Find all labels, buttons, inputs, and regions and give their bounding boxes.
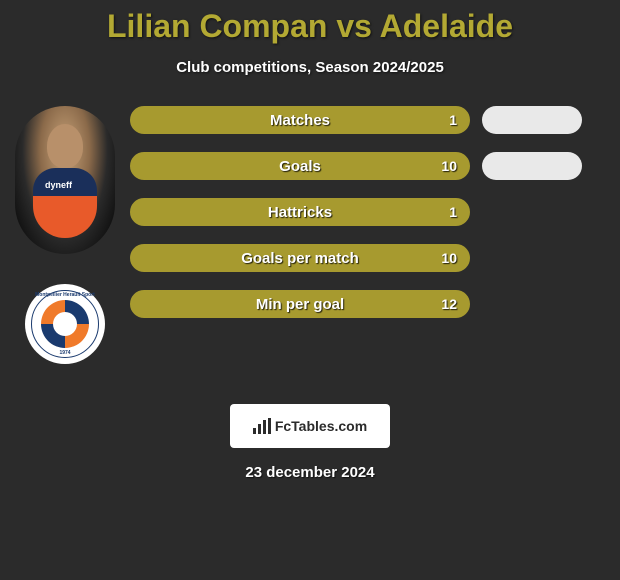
content-area: dyneff Montpellier Herault Sport 1974 Ma… — [0, 106, 620, 364]
footer-logo-text: FcTables.com — [275, 418, 367, 434]
bar-row-goals: Goals 10 — [130, 152, 610, 180]
bar-row-matches: Matches 1 — [130, 106, 610, 134]
bar-label: Goals — [131, 158, 469, 175]
player-photo: dyneff — [15, 106, 115, 254]
bar-goals: Goals 10 — [130, 152, 470, 180]
bar-row-min-per-goal: Min per goal 12 — [130, 290, 610, 318]
bar-value: 10 — [441, 158, 457, 174]
bar-label: Min per goal — [131, 296, 469, 313]
bar-value: 12 — [441, 296, 457, 312]
page-subtitle: Club competitions, Season 2024/2025 — [0, 59, 620, 76]
chart-icon — [253, 418, 271, 434]
bar-label: Hattricks — [131, 204, 469, 221]
club-badge-text-bottom: 1974 — [25, 350, 105, 356]
player-shirt-text: dyneff — [45, 180, 72, 190]
bar-value: 1 — [449, 204, 457, 220]
bar-row-hattricks: Hattricks 1 — [130, 198, 610, 226]
pill-matches — [482, 106, 582, 134]
bar-min-per-goal: Min per goal 12 — [130, 290, 470, 318]
footer-date: 23 december 2024 — [0, 464, 620, 481]
bar-matches: Matches 1 — [130, 106, 470, 134]
bar-value: 10 — [441, 250, 457, 266]
bar-value: 1 — [449, 112, 457, 128]
bar-row-goals-per-match: Goals per match 10 — [130, 244, 610, 272]
club-badge-inner — [41, 300, 89, 348]
club-badge-text-top: Montpellier Herault Sport — [25, 292, 105, 298]
bar-label: Goals per match — [131, 250, 469, 267]
club-badge: Montpellier Herault Sport 1974 — [25, 284, 105, 364]
page-title: Lilian Compan vs Adelaide — [0, 0, 620, 45]
bar-label: Matches — [131, 112, 469, 129]
footer-logo: FcTables.com — [230, 404, 390, 448]
bar-hattricks: Hattricks 1 — [130, 198, 470, 226]
bars-column: Matches 1 Goals 10 Hattricks 1 Goals per… — [130, 106, 620, 336]
pill-goals — [482, 152, 582, 180]
left-column: dyneff Montpellier Herault Sport 1974 — [0, 106, 130, 364]
bar-goals-per-match: Goals per match 10 — [130, 244, 470, 272]
